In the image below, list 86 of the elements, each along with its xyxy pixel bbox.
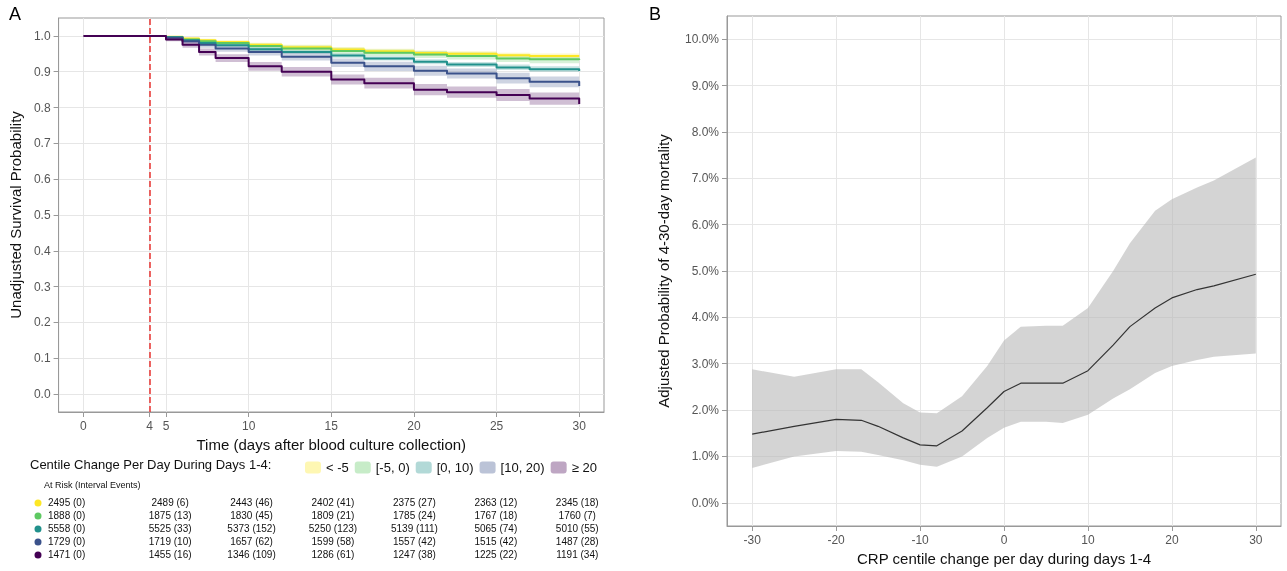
y-tick-label: 9.0% xyxy=(691,78,720,93)
x-tick-label: 0 xyxy=(1000,533,1008,547)
x-tick-label: 30 xyxy=(572,419,587,433)
text: 1191 (34) xyxy=(555,549,600,560)
text: 1785 (24) xyxy=(392,510,437,521)
text: 2402 (41) xyxy=(310,497,356,508)
y-tick-label: 7.0% xyxy=(691,171,720,186)
text: 1767 (18) xyxy=(473,510,519,521)
text: 1346 (109) xyxy=(226,549,277,560)
x-tick-label: 30 xyxy=(1249,533,1263,547)
y-tick-label: 0.3 xyxy=(33,279,51,294)
legend-label: [0, 10) xyxy=(436,460,474,475)
y-tick-label: 0.0 xyxy=(33,387,51,402)
y-tick-label: 0.9 xyxy=(33,64,51,79)
y-tick-label: 10.0% xyxy=(684,32,720,47)
text: 5558 (0) xyxy=(48,523,87,534)
text: 1455 (16) xyxy=(147,549,193,560)
x-tick-label: 4 xyxy=(146,419,154,433)
y-tick-label: 4.0% xyxy=(691,310,720,325)
text: 1471 (0) xyxy=(48,549,87,560)
y-axis-title: Unadjusted Survival Probability xyxy=(7,110,24,319)
text: 1719 (10) xyxy=(147,536,193,547)
x-axis-title: CRP centile change per day during days 1-4 xyxy=(856,549,1152,567)
text: 1888 (0) xyxy=(48,510,87,521)
legend-label: [-5, 0) xyxy=(375,460,410,475)
text: 1515 (42) xyxy=(473,536,519,547)
text: 1225 (22) xyxy=(473,549,519,560)
text: 1760 (7) xyxy=(557,510,597,521)
x-tick-label: -20 xyxy=(827,533,846,547)
y-tick-label: 1.0 xyxy=(33,28,51,43)
text: 2489 (6) xyxy=(150,497,190,508)
y-tick-label: 5.0% xyxy=(691,264,720,278)
legend-label: < -5 xyxy=(326,460,349,475)
text: 1830 (45) xyxy=(229,510,274,521)
text: 1247 (38) xyxy=(392,549,437,560)
x-tick-label: 10 xyxy=(1081,533,1095,547)
text: 5250 (123) xyxy=(307,523,359,534)
text: 2443 (46) xyxy=(229,497,274,508)
legend-label: ≥ 20 xyxy=(571,460,597,475)
y-tick-label: 0.8 xyxy=(33,100,51,115)
text: 2345 (18) xyxy=(554,497,600,508)
x-axis-title: Time (days after blood culture collection) xyxy=(196,435,467,453)
x-tick-label: 10 xyxy=(241,419,256,433)
y-tick-label: 8.0% xyxy=(691,124,720,139)
y-tick-label: 0.5 xyxy=(33,208,51,222)
text: 5373 (152) xyxy=(226,523,277,534)
y-axis-title: Adjusted Probability of 4-30-day mortality xyxy=(655,133,672,408)
text: 2363 (12) xyxy=(473,497,519,508)
x-tick-label: 15 xyxy=(324,419,339,433)
y-tick-label: 0.6 xyxy=(33,172,51,187)
text: 1729 (0) xyxy=(48,536,87,547)
y-tick-label: 0.2 xyxy=(33,315,51,330)
text: 1809 (21) xyxy=(310,510,356,521)
y-tick-label: 2.0% xyxy=(691,403,720,418)
y-tick-label: 0.4 xyxy=(33,243,51,258)
text: 5010 (55) xyxy=(554,523,600,534)
line-series xyxy=(751,273,1257,447)
x-tick-label: -10 xyxy=(911,533,930,547)
text: 1657 (62) xyxy=(229,536,274,547)
legend-title: Centile Change Per Day During Days 1-4: xyxy=(30,457,272,472)
text: 2375 (27) xyxy=(392,497,437,508)
text: 5525 (33) xyxy=(147,523,193,534)
text: 1487 (28) xyxy=(554,536,600,547)
text: 5139 (111) xyxy=(389,523,439,534)
x-tick-label: 20 xyxy=(407,419,421,433)
y-tick-label: 0.7 xyxy=(33,136,51,151)
x-tick-label: 25 xyxy=(489,419,504,433)
text: 2495 (0) xyxy=(48,497,87,508)
text: 1557 (42) xyxy=(392,536,437,547)
y-tick-label: 0.0% xyxy=(691,495,720,510)
y-tick-label: 3.0% xyxy=(691,356,720,371)
x-tick-label: 0 xyxy=(80,419,88,433)
text: 1599 (58) xyxy=(310,536,356,547)
chart-title: B xyxy=(649,4,662,24)
y-tick-label: 1.0% xyxy=(691,449,720,464)
chart-title: A xyxy=(9,4,22,24)
y-tick-label: 0.1 xyxy=(33,351,51,366)
x-tick-label: 5 xyxy=(162,419,170,433)
legend-label: [10, 20) xyxy=(500,460,545,475)
text: 1875 (13) xyxy=(147,510,193,521)
x-tick-label: 20 xyxy=(1165,533,1179,547)
text: 5065 (74) xyxy=(473,523,519,534)
text: 1286 (61) xyxy=(310,549,356,560)
text: At Risk (Interval Events) xyxy=(44,480,142,490)
y-tick-label: 6.0% xyxy=(691,217,720,232)
x-tick-label: -30 xyxy=(743,533,762,547)
